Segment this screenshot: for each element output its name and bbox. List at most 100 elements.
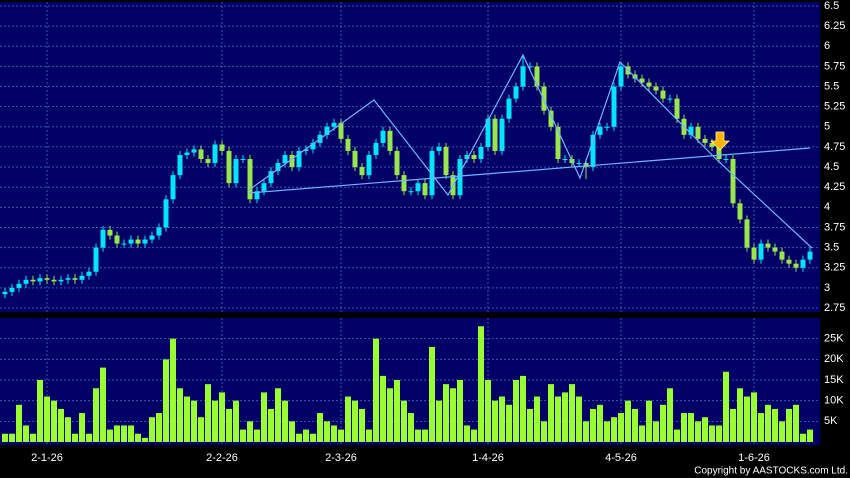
candle-body (415, 183, 421, 192)
candle-body (380, 130, 386, 143)
candle-body (163, 199, 169, 228)
y-tick-label: 25K (824, 333, 844, 345)
volume-bar (156, 413, 162, 442)
candle-body (611, 86, 617, 127)
y-tick-label: 3.5 (824, 241, 839, 253)
volume-bar (184, 396, 190, 442)
candle-body (548, 110, 554, 127)
volume-bar (737, 388, 743, 442)
x-tick-label: 1-6-26 (738, 452, 770, 464)
candle-body (345, 138, 351, 151)
candle-body (65, 278, 71, 280)
candle-body (506, 98, 512, 119)
candle-body (485, 118, 491, 147)
volume-bar (695, 421, 701, 442)
candle-body (583, 163, 589, 168)
volume-bar (16, 404, 22, 442)
volume-bar (527, 408, 533, 442)
candle-body (730, 159, 736, 204)
candle-body (212, 144, 218, 164)
neckline (248, 147, 811, 194)
volume-bar (331, 425, 337, 442)
candle-body (240, 159, 246, 161)
volume-bar (702, 417, 708, 442)
volume-bar (37, 380, 43, 442)
volume-bar (583, 421, 589, 442)
candle-body (79, 275, 85, 280)
y-tick-label: 5.25 (824, 101, 845, 113)
candle-body (107, 229, 113, 236)
volume-bar (205, 384, 211, 442)
candle-body (100, 229, 106, 248)
volume-bar (149, 417, 155, 442)
volume-bar (135, 433, 141, 442)
volume-bar (254, 429, 260, 442)
candle-body (513, 86, 519, 99)
x-tick-label: 1-4-26 (472, 452, 504, 464)
candle-body (779, 251, 785, 260)
y-tick-label: 4.75 (824, 141, 845, 153)
candle-body (261, 183, 267, 192)
volume-bar (387, 388, 393, 442)
candle-body (471, 154, 477, 160)
pattern-line (248, 53, 813, 249)
candle-body (807, 251, 813, 260)
x-tick-label: 2-2-26 (206, 452, 238, 464)
candle-body (408, 191, 414, 193)
y-tick-label: 20K (824, 353, 844, 365)
y-tick-label: 4 (824, 201, 830, 213)
candle-body (744, 219, 750, 248)
candle-body (709, 142, 715, 147)
volume-bar (359, 408, 365, 442)
x-tick-label: 2-1-26 (31, 452, 63, 464)
y-tick-label: 5 (824, 121, 830, 133)
volume-bar (485, 380, 491, 442)
candle-body (184, 152, 190, 155)
candle-body (219, 144, 225, 151)
volume-bar (422, 429, 428, 442)
candle-body (646, 82, 652, 87)
candle-body (541, 86, 547, 111)
candle-body (723, 159, 729, 161)
volume-bar (597, 404, 603, 442)
volume-bar (569, 384, 575, 442)
volume-bar (716, 425, 722, 442)
volume-bar (611, 417, 617, 442)
candle-body (674, 98, 680, 119)
candle-body (30, 279, 36, 282)
volume-bar (163, 359, 169, 442)
volume-bar (212, 400, 218, 442)
candle-body (716, 146, 722, 160)
volume-bar (380, 375, 386, 442)
volume-bar (478, 326, 484, 442)
candle-body (562, 159, 568, 161)
y-tick-label: 5.5 (824, 80, 839, 92)
volume-bar (233, 400, 239, 442)
volume-bar (786, 408, 792, 442)
volume-bar (646, 400, 652, 442)
candle-body (296, 150, 302, 168)
volume-bar (226, 408, 232, 442)
volume-bar (576, 396, 582, 442)
volume-bar (541, 421, 547, 442)
volume-bar (51, 400, 57, 442)
volume-bar (758, 413, 764, 442)
volume-bar (268, 408, 274, 442)
volume-bar (107, 429, 113, 442)
volume-bar (44, 396, 50, 442)
volume-bar (219, 392, 225, 442)
volume-bar (72, 433, 78, 442)
volume-bar (625, 400, 631, 442)
y-tick-label: 4.5 (824, 161, 839, 173)
volume-bar (324, 421, 330, 442)
y-tick-label: 3 (824, 282, 830, 294)
candle-body (86, 271, 92, 276)
volume-bar (373, 338, 379, 442)
grid: 2.75 3 3.25 3.5 3.75 4 4.25 4.5 4.75 5 5.25 5.5 5.75… (0, 0, 845, 464)
candle-body (492, 118, 498, 151)
volume-bar (443, 384, 449, 442)
volume-bar (2, 433, 8, 442)
volume-bar (30, 433, 36, 442)
candle-body (702, 138, 708, 143)
price-panel (0, 2, 820, 312)
